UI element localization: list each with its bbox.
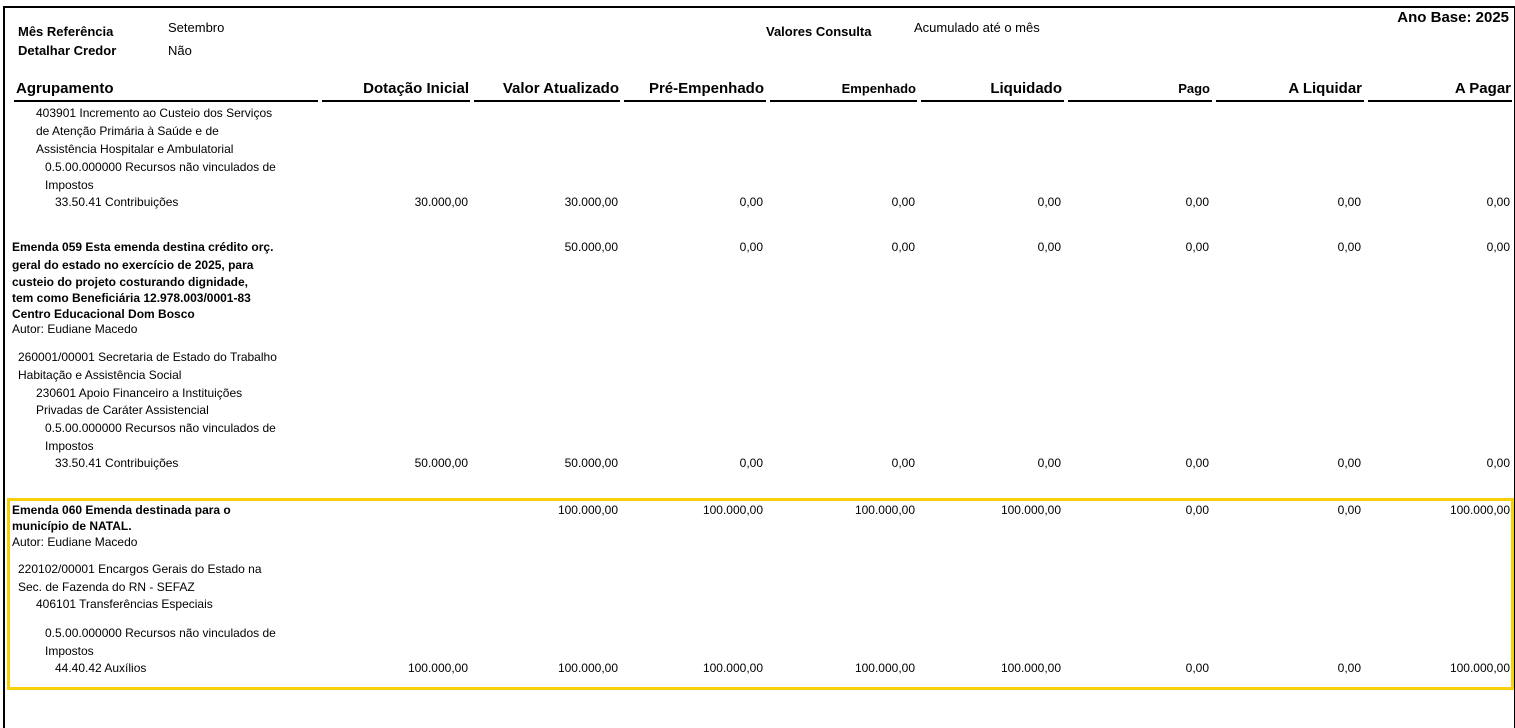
value-cell-dotacao-inicial: 30.000,00 [414, 195, 468, 209]
value-cell-liquidado: 0,00 [1037, 240, 1061, 254]
value-cell-a-pagar: 0,00 [1486, 195, 1510, 209]
column-underline [921, 100, 1064, 102]
grouping-line: 0.5.00.000000 Recursos não vinculados de [45, 626, 276, 640]
column-header: Agrupamento [16, 80, 114, 97]
value-cell-a-pagar: 100.000,00 [1449, 661, 1510, 675]
value-cell-empenhado: 100.000,00 [854, 661, 915, 675]
value-cell-a-pagar: 0,00 [1486, 456, 1510, 470]
column-header: Dotação Inicial [363, 80, 469, 97]
emenda-title-line: custeio do projeto costurando dignidade, [12, 275, 249, 289]
value-cell-pago: 0,00 [1185, 240, 1209, 254]
emenda-title-line: Centro Educacional Dom Bosco [12, 307, 195, 321]
value-cell-a-pagar: 100.000,00 [1449, 503, 1510, 517]
value-cell-valor-atualizado: 100.000,00 [557, 503, 618, 517]
column-underline [1068, 100, 1212, 102]
value-cell-pre-empenhado: 0,00 [739, 240, 763, 254]
value-cell-empenhado: 0,00 [891, 456, 915, 470]
grouping-line: 406101 Transferências Especiais [36, 597, 213, 611]
value-cell-dotacao-inicial: 100.000,00 [407, 661, 468, 675]
emenda-title-line: tem como Beneficiária 12.978.003/0001-83 [12, 291, 251, 305]
value-cell-pago: 0,00 [1185, 456, 1209, 470]
grouping-line: 230601 Apoio Financeiro a Instituições [36, 386, 243, 400]
grouping-line: 33.50.41 Contribuições [55, 195, 179, 209]
value-cell-valor-atualizado: 50.000,00 [564, 456, 618, 470]
value-cell-a-liquidar: 0,00 [1337, 503, 1361, 517]
value-cell-empenhado: 0,00 [891, 195, 915, 209]
value-cell-pre-empenhado: 100.000,00 [702, 661, 763, 675]
value-cell-a-liquidar: 0,00 [1337, 456, 1361, 470]
emenda-title-line: geral do estado no exercício de 2025, pa… [12, 258, 254, 272]
value-cell-empenhado: 100.000,00 [854, 503, 915, 517]
grouping-line: 44.40.42 Auxílios [55, 661, 147, 675]
column-header: A Pagar [1454, 80, 1511, 97]
grouping-line: Impostos [45, 644, 94, 658]
column-underline [14, 100, 318, 102]
value-cell-pago: 0,00 [1185, 661, 1209, 675]
grouping-line: Impostos [45, 439, 94, 453]
grouping-line: Autor: Eudiane Macedo [12, 535, 138, 549]
emenda-title-line: Emenda 059 Esta emenda destina crédito o… [12, 240, 274, 254]
value-cell-valor-atualizado: 50.000,00 [564, 240, 618, 254]
value-cell-pre-empenhado: 0,00 [739, 195, 763, 209]
grouping-line: 220102/00001 Encargos Gerais do Estado n… [18, 562, 262, 576]
value-cell-liquidado: 0,00 [1037, 456, 1061, 470]
grouping-line: Habitação e Assistência Social [18, 368, 182, 382]
column-header: A Liquidar [1288, 80, 1362, 97]
column-header: Pré-Empenhado [648, 80, 764, 97]
column-underline [770, 100, 917, 102]
grouping-line: Autor: Eudiane Macedo [12, 322, 138, 336]
value-cell-a-liquidar: 0,00 [1337, 661, 1361, 675]
mes-referencia-value: Setembro [168, 20, 225, 35]
detalhar-credor-value: Não [168, 43, 192, 58]
column-underline [1368, 100, 1512, 102]
valores-consulta-value: Acumulado até o mês [914, 20, 1040, 35]
value-cell-a-pagar: 0,00 [1486, 240, 1510, 254]
column-underline [1216, 100, 1364, 102]
emenda-title-line: município de NATAL. [12, 519, 132, 533]
grouping-line: 0.5.00.000000 Recursos não vinculados de [45, 160, 276, 174]
emenda-title-line: Emenda 060 Emenda destinada para o [12, 503, 231, 517]
value-cell-valor-atualizado: 100.000,00 [557, 661, 618, 675]
value-cell-dotacao-inicial: 50.000,00 [414, 456, 468, 470]
grouping-line: de Atenção Primária à Saúde e de [36, 124, 219, 138]
grouping-line: Assistência Hospitalar e Ambulatorial [36, 142, 234, 156]
value-cell-pago: 0,00 [1185, 503, 1209, 517]
grouping-line: 260001/00001 Secretaria de Estado do Tra… [18, 350, 277, 364]
grouping-line: 33.50.41 Contribuições [55, 456, 179, 470]
column-underline [474, 100, 620, 102]
column-header: Valor Atualizado [502, 80, 619, 97]
mes-referencia-label: Mês Referência [18, 24, 114, 39]
value-cell-valor-atualizado: 30.000,00 [564, 195, 618, 209]
highlight-box [7, 498, 1514, 690]
column-underline [624, 100, 766, 102]
column-header: Pago [1178, 81, 1210, 96]
valores-consulta-label: Valores Consulta [766, 24, 872, 39]
grouping-line: Sec. de Fazenda do RN - SEFAZ [18, 580, 195, 594]
column-header: Empenhado [841, 81, 916, 96]
value-cell-liquidado: 100.000,00 [1000, 503, 1061, 517]
column-header: Liquidado [990, 80, 1062, 97]
value-cell-a-liquidar: 0,00 [1337, 240, 1361, 254]
detalhar-credor-label: Detalhar Credor [18, 43, 117, 58]
value-cell-pre-empenhado: 100.000,00 [702, 503, 763, 517]
value-cell-pre-empenhado: 0,00 [739, 456, 763, 470]
grouping-line: 403901 Incremento ao Custeio dos Serviço… [36, 106, 273, 120]
value-cell-liquidado: 100.000,00 [1000, 661, 1061, 675]
ano-base: Ano Base: 2025 [1397, 9, 1509, 26]
value-cell-liquidado: 0,00 [1037, 195, 1061, 209]
column-underline [322, 100, 470, 102]
value-cell-empenhado: 0,00 [891, 240, 915, 254]
value-cell-pago: 0,00 [1185, 195, 1209, 209]
grouping-line: 0.5.00.000000 Recursos não vinculados de [45, 421, 276, 435]
grouping-line: Impostos [45, 178, 94, 192]
grouping-line: Privadas de Caráter Assistencial [36, 403, 209, 417]
value-cell-a-liquidar: 0,00 [1337, 195, 1361, 209]
